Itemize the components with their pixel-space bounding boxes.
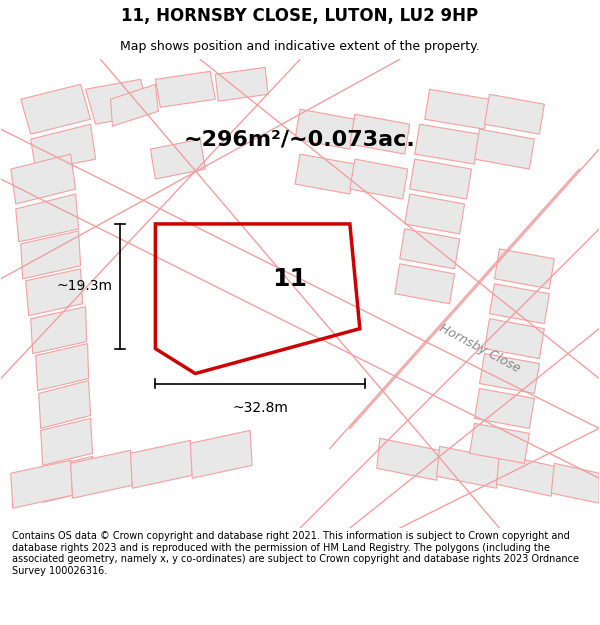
Polygon shape [496,454,554,496]
Text: ~32.8m: ~32.8m [232,401,288,416]
Polygon shape [130,441,192,488]
Polygon shape [31,307,86,354]
Polygon shape [400,229,460,269]
Text: Map shows position and indicative extent of the property.: Map shows position and indicative extent… [120,41,480,53]
Text: ~19.3m: ~19.3m [56,279,113,293]
Polygon shape [86,79,151,124]
Polygon shape [551,463,599,503]
Polygon shape [485,94,544,134]
Polygon shape [41,418,92,465]
Polygon shape [38,381,91,428]
Polygon shape [475,389,535,428]
Polygon shape [151,139,205,179]
Polygon shape [295,109,355,149]
Polygon shape [479,354,539,394]
Polygon shape [190,431,252,478]
Polygon shape [475,129,535,169]
Polygon shape [470,423,529,463]
Polygon shape [26,269,83,316]
Polygon shape [11,460,73,508]
Polygon shape [350,159,408,199]
Polygon shape [494,249,554,289]
Polygon shape [215,68,268,101]
Polygon shape [395,264,455,304]
Text: ~296m²/~0.073ac.: ~296m²/~0.073ac. [184,129,416,149]
Text: 11: 11 [272,267,308,291]
Polygon shape [415,124,479,164]
Polygon shape [155,71,215,107]
Polygon shape [21,84,91,134]
Polygon shape [31,124,95,171]
Polygon shape [405,194,464,234]
Polygon shape [490,284,550,324]
Polygon shape [11,154,76,204]
Polygon shape [485,319,544,359]
Polygon shape [410,159,472,199]
Polygon shape [110,84,158,126]
Polygon shape [36,344,89,391]
Text: 11, HORNSBY CLOSE, LUTON, LU2 9HP: 11, HORNSBY CLOSE, LUTON, LU2 9HP [121,7,479,24]
Polygon shape [43,456,94,503]
Text: Hornsby Close: Hornsby Close [437,322,522,376]
Polygon shape [21,231,80,279]
Polygon shape [425,89,490,129]
Polygon shape [437,446,499,488]
Polygon shape [350,114,410,154]
Polygon shape [71,451,133,498]
Text: Contains OS data © Crown copyright and database right 2021. This information is : Contains OS data © Crown copyright and d… [12,531,579,576]
Polygon shape [16,194,79,242]
Polygon shape [295,154,355,194]
Polygon shape [377,438,440,480]
